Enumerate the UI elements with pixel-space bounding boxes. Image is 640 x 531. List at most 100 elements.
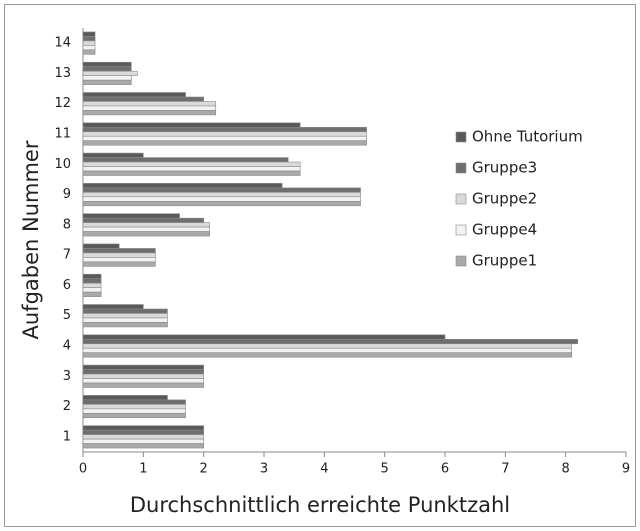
bar xyxy=(82,75,132,81)
bar xyxy=(82,343,573,349)
bar xyxy=(82,278,102,284)
legend-swatch xyxy=(455,224,467,236)
bar xyxy=(82,226,210,232)
bar xyxy=(82,31,96,37)
y-tick-label: 4 xyxy=(63,339,71,354)
bar xyxy=(82,192,361,198)
bar xyxy=(82,257,156,263)
bar xyxy=(82,152,144,158)
legend-swatch xyxy=(455,162,467,174)
y-tick-label: 10 xyxy=(54,157,71,172)
x-tick-label: 0 xyxy=(79,462,87,477)
bar xyxy=(82,61,132,68)
bar xyxy=(82,334,446,340)
y-tick-label: 14 xyxy=(54,36,71,51)
legend-swatch xyxy=(455,131,467,143)
bar xyxy=(82,347,573,354)
bar xyxy=(82,438,204,444)
bar xyxy=(82,382,204,388)
bar xyxy=(82,273,102,280)
x-tick-label: 3 xyxy=(260,462,268,477)
bar xyxy=(82,166,301,172)
bar xyxy=(82,122,301,128)
bar xyxy=(82,434,204,440)
x-tick-label: 5 xyxy=(381,462,389,477)
bar xyxy=(82,322,168,328)
x-tick-label: 1 xyxy=(139,462,147,477)
y-tick-label: 13 xyxy=(54,66,71,81)
bar xyxy=(82,161,301,167)
x-tick-label: 4 xyxy=(320,462,328,477)
bar xyxy=(82,126,367,133)
bar xyxy=(82,338,579,345)
y-tick-label: 6 xyxy=(63,278,71,293)
x-tick-label: 8 xyxy=(562,462,570,477)
bar xyxy=(82,92,186,98)
y-tick-label: 12 xyxy=(54,96,71,111)
legend-label: Gruppe3 xyxy=(472,159,537,177)
bar xyxy=(82,429,204,435)
bar xyxy=(82,425,204,431)
bar xyxy=(82,40,96,46)
bar xyxy=(82,105,217,111)
bar xyxy=(82,36,96,42)
bar xyxy=(82,287,102,293)
y-tick-label: 8 xyxy=(63,217,71,232)
bar xyxy=(82,222,210,228)
bar xyxy=(82,45,96,51)
bar xyxy=(82,49,96,55)
bar xyxy=(82,187,361,193)
y-tick-label: 1 xyxy=(63,429,71,444)
legend-label: Gruppe2 xyxy=(472,190,537,208)
bar xyxy=(82,135,367,142)
x-tick-label: 2 xyxy=(200,462,208,477)
legend-label: Ohne Tutorium xyxy=(472,128,583,146)
y-tick-label: 11 xyxy=(54,127,71,142)
bar xyxy=(82,140,367,146)
bar xyxy=(82,261,156,267)
bar xyxy=(82,443,204,449)
bar xyxy=(82,196,361,202)
bar xyxy=(82,408,186,414)
bar xyxy=(82,200,361,207)
bar xyxy=(82,170,301,176)
bar xyxy=(82,313,168,319)
x-tick-label: 9 xyxy=(622,462,630,477)
bar xyxy=(82,404,186,410)
bar xyxy=(82,308,168,314)
legend-swatch xyxy=(455,255,467,267)
y-tick-label: 7 xyxy=(63,248,71,263)
y-axis-label: Aufgaben Nummer xyxy=(19,140,43,339)
legend-swatch xyxy=(455,193,467,205)
legend-label: Gruppe1 xyxy=(472,252,537,270)
bar xyxy=(82,369,204,375)
bar xyxy=(82,110,217,116)
bar xyxy=(82,96,204,102)
x-tick-label: 6 xyxy=(441,462,449,477)
bar xyxy=(82,248,156,254)
bar xyxy=(82,352,573,358)
bar xyxy=(82,157,289,163)
bar xyxy=(82,213,180,219)
y-tick-label: 2 xyxy=(63,399,71,414)
bar xyxy=(82,70,138,76)
bar xyxy=(82,131,367,137)
bar xyxy=(82,373,204,379)
bar xyxy=(82,243,120,249)
bar xyxy=(82,66,132,72)
bar xyxy=(82,217,204,223)
bar xyxy=(82,252,156,258)
bar xyxy=(82,399,186,405)
bar xyxy=(82,101,217,107)
bar xyxy=(82,291,102,297)
x-axis-label: Durchschnittlich erreichte Punktzahl xyxy=(130,493,510,517)
bar xyxy=(82,395,168,401)
legend-label: Gruppe4 xyxy=(472,221,537,239)
bar xyxy=(82,282,102,288)
bar xyxy=(82,317,168,323)
bar xyxy=(82,304,144,310)
bar xyxy=(82,378,204,384)
bar xyxy=(82,79,132,85)
x-tick-label: 7 xyxy=(501,462,509,477)
